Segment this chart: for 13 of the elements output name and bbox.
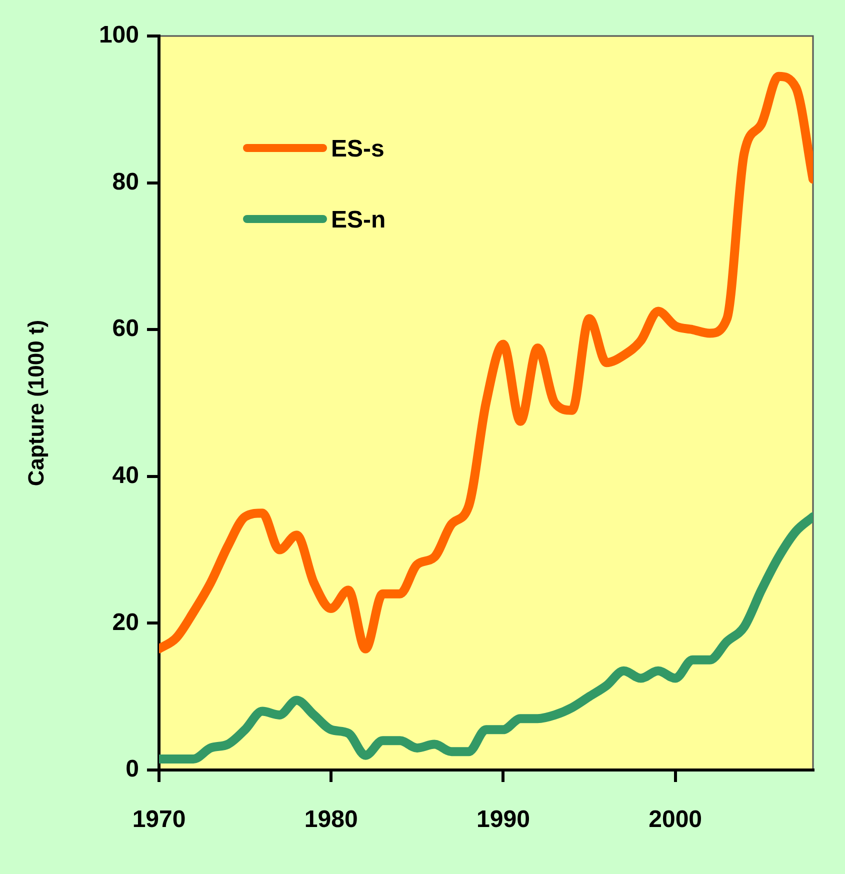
- x-tick-label: 2000: [648, 806, 702, 834]
- legend-label: ES-s: [331, 136, 384, 163]
- legend-label: ES-n: [331, 206, 386, 234]
- y-tick-label: 80: [112, 168, 139, 196]
- y-tick-label: 20: [112, 608, 139, 636]
- x-tick-label: 1970: [132, 806, 186, 834]
- y-axis-title: Capture (1000 t): [23, 320, 48, 486]
- y-tick-label: 40: [112, 462, 139, 490]
- y-tick-label: 60: [112, 315, 139, 342]
- y-tick-label: 100: [98, 22, 139, 49]
- y-tick-label: 0: [126, 756, 139, 783]
- x-tick-label: 1980: [304, 806, 358, 834]
- x-tick-label: 1990: [476, 806, 530, 834]
